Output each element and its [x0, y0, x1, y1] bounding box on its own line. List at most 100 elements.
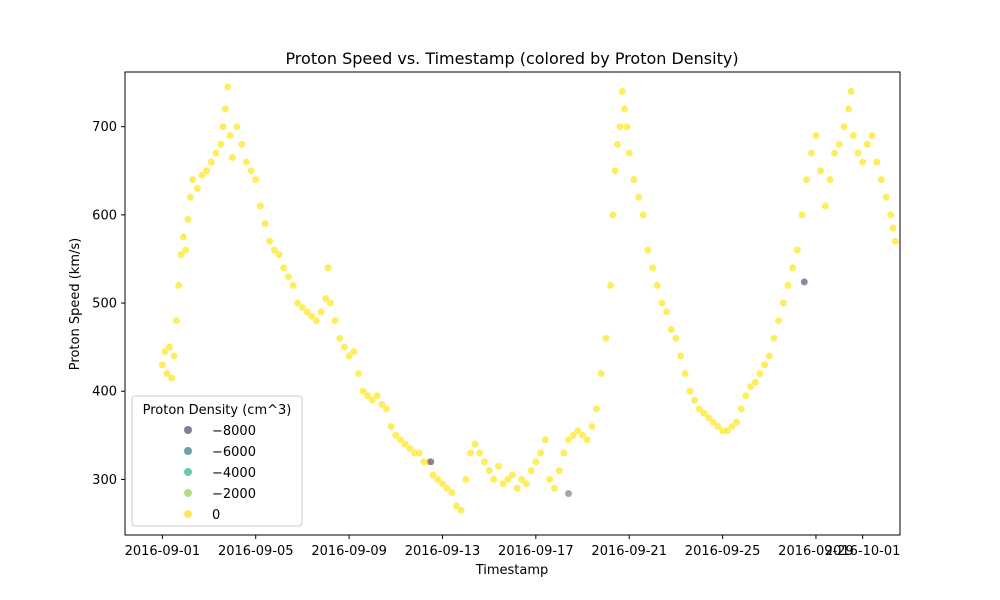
data-point	[326, 299, 335, 307]
data-point	[889, 224, 897, 232]
legend-marker	[184, 447, 192, 455]
data-point	[167, 374, 176, 382]
x-tick-label: 2016-09-09	[311, 544, 387, 559]
y-axis-ticks: 300 400 500 600 700	[92, 120, 125, 488]
data-point	[354, 369, 363, 378]
data-point	[854, 149, 862, 157]
data-point	[429, 471, 437, 479]
data-point	[471, 440, 479, 448]
legend-label: −8000	[212, 424, 256, 439]
data-point	[427, 458, 435, 466]
data-point	[532, 458, 540, 466]
data-point	[242, 158, 251, 166]
data-point	[345, 352, 353, 360]
data-point	[457, 506, 465, 515]
data-point	[289, 281, 297, 290]
data-point	[606, 281, 615, 290]
data-point	[779, 299, 788, 307]
data-point	[251, 175, 260, 184]
data-point	[275, 250, 283, 259]
data-point	[798, 211, 806, 219]
data-point	[774, 316, 783, 325]
x-axis-ticks: 2016-09-01 2016-09-05 2016-09-09 2016-09-13…	[125, 535, 900, 559]
data-point	[751, 378, 760, 387]
data-point	[392, 431, 400, 440]
legend-box	[131, 395, 303, 527]
legend-label: −4000	[212, 466, 256, 481]
data-point	[350, 347, 358, 356]
data-point	[184, 215, 192, 224]
legend-marker	[184, 489, 192, 497]
data-point	[802, 175, 811, 184]
legend-marker	[184, 510, 192, 518]
x-tick-label: 2016-09-25	[685, 544, 761, 559]
data-point	[443, 484, 451, 493]
data-point	[597, 369, 605, 378]
data-point	[882, 193, 890, 201]
data-point	[746, 383, 755, 391]
data-point	[174, 281, 183, 290]
data-point	[784, 281, 792, 290]
data-point	[583, 436, 591, 444]
data-point	[279, 264, 288, 272]
data-point	[466, 449, 475, 457]
data-point	[623, 122, 631, 131]
data-point	[303, 308, 311, 316]
data-point	[322, 294, 330, 303]
data-point	[237, 140, 246, 149]
y-axis-label: Proton Speed (km/s)	[68, 238, 83, 370]
data-point	[564, 436, 573, 444]
data-point	[574, 427, 582, 435]
data-point	[256, 202, 265, 210]
data-point	[188, 175, 197, 184]
data-point	[163, 369, 171, 378]
data-point	[793, 246, 802, 254]
data-point	[770, 334, 778, 343]
data-point	[737, 405, 746, 413]
data-point	[821, 202, 830, 210]
data-point	[448, 488, 456, 497]
legend: Proton Density (cm^3) −8000 −6000 −4000 −20…	[131, 395, 303, 527]
data-point	[307, 312, 316, 321]
data-point	[877, 175, 886, 184]
data-point	[499, 480, 507, 488]
data-point	[830, 149, 839, 157]
data-point	[700, 409, 708, 418]
data-point	[193, 184, 202, 193]
data-point	[765, 352, 774, 360]
data-point	[835, 140, 844, 149]
data-point	[800, 278, 809, 286]
data-point	[293, 299, 302, 307]
data-point	[653, 281, 661, 290]
data-point	[406, 444, 414, 453]
data-point	[714, 422, 722, 431]
data-point	[438, 480, 447, 488]
data-point	[284, 272, 293, 281]
data-point	[462, 475, 470, 484]
data-point	[849, 131, 858, 140]
data-point	[207, 158, 216, 166]
data-point	[592, 405, 601, 413]
data-point	[704, 413, 713, 422]
data-point	[226, 131, 234, 140]
data-point	[728, 422, 736, 431]
data-point	[527, 466, 535, 475]
data-point	[228, 153, 237, 162]
chart-title: Proton Speed vs. Timestamp (colored by P…	[285, 49, 738, 68]
data-point	[368, 396, 377, 404]
data-point	[723, 427, 732, 435]
data-point	[298, 303, 307, 312]
data-point	[158, 361, 167, 369]
data-point	[186, 193, 195, 201]
y-tick-label: 500	[92, 297, 117, 312]
data-point	[504, 475, 512, 484]
data-point	[536, 449, 545, 457]
data-point	[179, 233, 188, 241]
legend-marker	[184, 426, 192, 434]
data-point	[672, 334, 680, 343]
data-point	[177, 250, 185, 259]
data-point	[373, 391, 381, 400]
data-point	[891, 237, 900, 246]
data-point	[709, 418, 718, 426]
